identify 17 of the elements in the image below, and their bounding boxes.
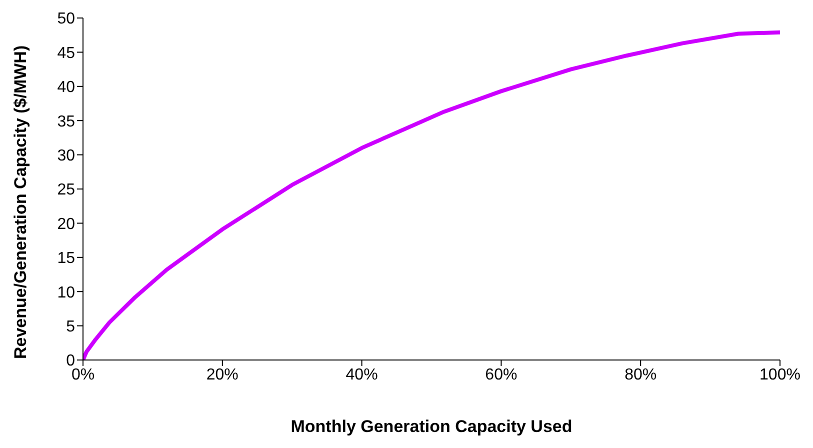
y-tick-label: 30: [57, 147, 76, 164]
y-tick-label: 20: [57, 216, 76, 233]
x-tick-label: 60%: [485, 366, 518, 384]
y-tick-label: 5: [66, 318, 76, 336]
y-tick-label: 50: [57, 10, 76, 28]
y-tick-label: 40: [57, 79, 76, 96]
x-axis-title: Monthly Generation Capacity Used: [290, 417, 572, 436]
x-tick-label: 100%: [760, 366, 800, 384]
x-tick-label: 40%: [346, 366, 378, 384]
y-axis-title: Revenue/Generation Capacity ($/MWH): [11, 45, 30, 359]
y-tick-label: 15: [57, 250, 76, 268]
x-tick-label: 80%: [624, 366, 657, 384]
x-tick-label: 20%: [206, 366, 238, 384]
y-tick-label: 25: [57, 182, 76, 199]
y-tick-label: 35: [57, 113, 76, 130]
y-tick-label: 10: [57, 284, 76, 302]
y-tick-label: 45: [57, 44, 76, 62]
